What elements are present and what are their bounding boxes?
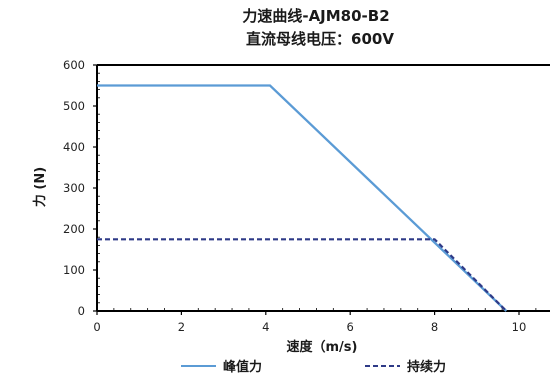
plot-series: [97, 84, 508, 312]
x-tick-label: 8: [431, 320, 438, 334]
legend: 峰值力 持续力: [181, 359, 446, 375]
x-tick-label: 10: [512, 320, 527, 334]
y-tick-label: 500: [63, 99, 85, 113]
y-axis-label: 力 (N): [32, 167, 48, 207]
legend-label: 持续力: [407, 359, 446, 375]
y-tick-label: 100: [63, 263, 85, 277]
y-tick-label: 600: [63, 58, 85, 72]
series-line-continuous-force: [97, 238, 508, 312]
x-tick-label: 0: [93, 320, 100, 334]
y-tick-label: 0: [78, 304, 85, 318]
y-tick-label: 300: [63, 181, 85, 195]
series-line-peak-force: [97, 84, 508, 312]
x-axis-label: 速度（m/s): [287, 339, 358, 355]
legend-item-peak-force: 峰值力: [181, 359, 262, 375]
x-tick-label: 2: [178, 320, 185, 334]
legend-label: 峰值力: [223, 359, 262, 375]
legend-item-continuous-force: 持续力: [365, 359, 446, 375]
chart-title: 力速曲线-AJM80-B2: [242, 7, 389, 25]
y-tick-label: 200: [63, 222, 85, 236]
x-tick-label: 6: [347, 320, 354, 334]
y-tick-label: 400: [63, 140, 85, 154]
x-tick-label: 4: [262, 320, 269, 334]
axes: [93, 64, 550, 315]
tick-labels: 0 100 200 300 400 500 600 0 2 4 6 8 10: [63, 58, 526, 334]
chart-subtitle: 直流母线电压：600V: [246, 30, 394, 48]
